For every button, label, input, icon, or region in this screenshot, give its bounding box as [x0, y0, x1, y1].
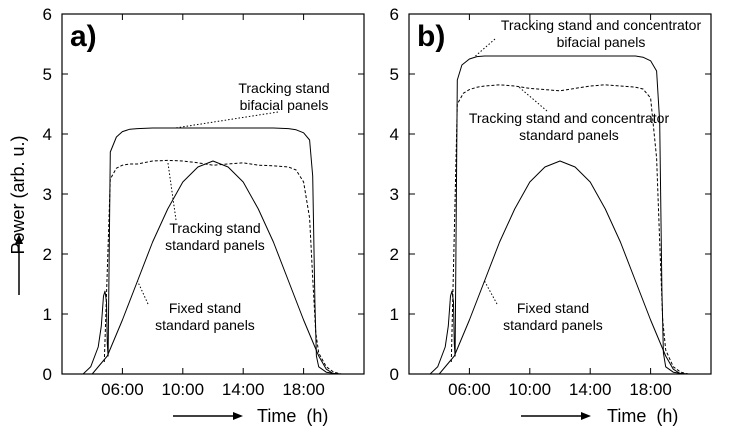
- annotation-label: bifacial panels: [557, 34, 646, 50]
- y-tick-label: 5: [390, 65, 399, 84]
- x-tick-label: 10:00: [162, 380, 205, 399]
- series-line-3: [91, 160, 335, 375]
- y-tick-label: 4: [43, 125, 52, 144]
- y-tick-label: 2: [43, 245, 52, 264]
- annotation-label: Tracking stand and concentrator: [469, 110, 670, 126]
- y-axis-label: Power (arb. u.): [8, 135, 28, 254]
- series-line-2: [450, 84, 689, 375]
- x-tick-label: 06:00: [101, 380, 144, 399]
- y-tick-label: 1: [43, 305, 52, 324]
- y-tick-label: 4: [390, 125, 399, 144]
- annotation-leader: [175, 111, 279, 129]
- annotation-label: standard panels: [155, 317, 255, 333]
- annotation-label: standard panels: [503, 317, 603, 333]
- x-tick-label: 10:00: [509, 380, 552, 399]
- x-tick-label: 14:00: [569, 380, 612, 399]
- y-tick-label: 2: [390, 245, 399, 264]
- annotation-label: Tracking stand: [169, 220, 260, 236]
- annotation-label: standard panels: [519, 127, 619, 143]
- y-tick-label: 3: [390, 185, 399, 204]
- panel-letter: b): [417, 20, 445, 53]
- y-axis-arrow: [15, 234, 23, 295]
- panel-b: 0 1 2 3 4 5 6 06:00 10:00 14:00 18:00 Tracking stan…: [390, 5, 712, 399]
- annotation-label: bifacial panels: [240, 97, 329, 113]
- annotation-leader: [484, 280, 498, 305]
- x-tick-label: 18:00: [629, 380, 672, 399]
- y-tick-label: 6: [390, 5, 399, 24]
- series-line-2: [103, 159, 342, 375]
- annotation-leader: [137, 280, 149, 305]
- annotation-label: Tracking stand and concentrator: [501, 17, 702, 33]
- annotation-leader: [475, 38, 496, 57]
- y-tick-label: 3: [43, 185, 52, 204]
- annotation-label: Tracking stand: [238, 80, 329, 96]
- annotation-leader: [517, 85, 548, 112]
- y-tick-label: 1: [390, 305, 399, 324]
- series-line-1: [82, 127, 342, 375]
- annotation-label: standard panels: [165, 237, 265, 253]
- x-tick-label: 18:00: [282, 380, 325, 399]
- y-tick-label: 6: [43, 5, 52, 24]
- y-tick-label: 0: [43, 365, 52, 384]
- annotation-leader: [167, 160, 177, 221]
- y-tick-label: 5: [43, 65, 52, 84]
- series-line-3: [438, 160, 682, 375]
- panel-a: 0 1 2 3 4 5 6 06:00 10:00 14:00 18:00 Tracking stan…: [43, 5, 365, 399]
- y-tick-label: 0: [390, 365, 399, 384]
- panel-letter: a): [70, 20, 97, 53]
- x-axis-arrow-a: [173, 412, 243, 420]
- x-tick-label: 14:00: [222, 380, 265, 399]
- x-tick-label: 06:00: [448, 380, 491, 399]
- annotation-label: Fixed stand: [517, 300, 589, 316]
- x-axis-arrow-b: [521, 412, 591, 420]
- x-axis-label-a: Time (h): [257, 406, 328, 426]
- x-axis-label-b: Time (h): [607, 406, 678, 426]
- annotation-label: Fixed stand: [169, 300, 241, 316]
